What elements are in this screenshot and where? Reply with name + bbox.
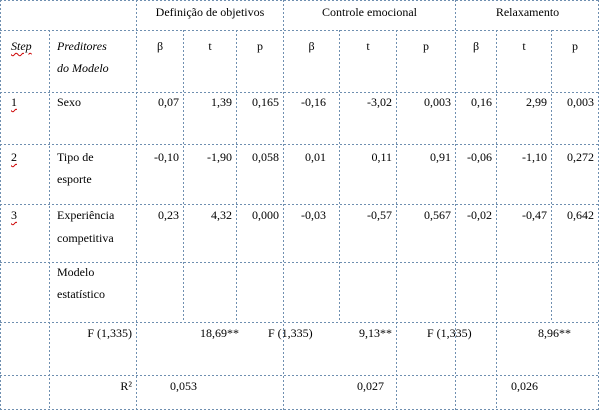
cell-p-3: 0,003 <box>567 95 594 109</box>
header-controle-emocional: Controle emocional <box>322 5 417 19</box>
header-beta-3: β <box>472 39 480 53</box>
row-step: 1 <box>11 95 17 109</box>
header-t-2: t <box>366 39 370 53</box>
cell-t-1: 4,32 <box>211 208 232 222</box>
f-label-3: F (1,335) <box>427 326 472 340</box>
header-step: Step <box>11 39 32 53</box>
header-preditores-line1: Preditores <box>57 39 107 53</box>
row-step: 3 <box>11 208 17 222</box>
row-label-line1: Tipo de <box>57 150 94 164</box>
cell-p-1: 0,000 <box>252 208 279 222</box>
cell-t-2: -0,57 <box>367 208 392 222</box>
f-value-3: 8,96** <box>538 326 571 340</box>
cell-p-3: 0,272 <box>567 150 594 164</box>
f-value-2: 9,13** <box>359 326 392 340</box>
cell-beta-3: 0,16 <box>471 95 492 109</box>
row-label-line2: esporte <box>57 172 92 186</box>
r2-value-2: 0,027 <box>357 379 384 393</box>
cell-t-1: 1,39 <box>211 95 232 109</box>
cell-beta-1: -0,10 <box>154 150 179 164</box>
header-beta-2: β <box>308 39 315 53</box>
model-label-line2: estatístico <box>57 287 105 301</box>
cell-p-2: 0,91 <box>430 150 451 164</box>
cell-beta-1: 0,07 <box>158 95 179 109</box>
model-label-line1: Modelo <box>57 265 95 279</box>
header-preditores-line2: do Modelo <box>57 61 109 75</box>
row-label-line1: Experiência <box>57 208 115 222</box>
cell-t-3: -1,10 <box>522 150 547 164</box>
f-label-2: F (1,335) <box>268 326 313 340</box>
header-p-1: p <box>257 39 263 53</box>
cell-p-1: 0,058 <box>252 150 279 164</box>
row-step: 2 <box>11 150 17 164</box>
header-t-3: t <box>522 39 526 53</box>
header-definicao-objetivos: Definição de objetivos <box>155 5 265 19</box>
header-beta-1: β <box>156 39 164 53</box>
cell-t-3: -0,47 <box>522 208 547 222</box>
f-label-1: F (1,335) <box>87 326 132 340</box>
cell-p-2: 0,003 <box>424 95 451 109</box>
header-t-1: t <box>208 39 212 53</box>
f-value-1: 18,69** <box>200 326 239 340</box>
cell-t-1: -1,90 <box>207 150 232 164</box>
r2-value-3: 0,026 <box>511 379 538 393</box>
cell-t-3: 2,99 <box>526 95 547 109</box>
cell-t-2: 0,11 <box>371 150 392 164</box>
cell-beta-3: -0,06 <box>467 150 492 164</box>
cell-p-3: 0,642 <box>567 208 594 222</box>
r2-label: R² <box>120 379 132 393</box>
cell-t-2: -3,02 <box>367 95 392 109</box>
header-p-2: p <box>423 39 429 53</box>
cell-beta-2: -0,16 <box>301 95 326 109</box>
cell-p-1: 0,165 <box>252 95 279 109</box>
cell-beta-2: -0,03 <box>301 208 326 222</box>
row-label-line2: competitiva <box>57 231 114 245</box>
r2-value-1: 0,053 <box>170 379 197 393</box>
header-relaxamento: Relaxamento <box>495 5 560 19</box>
cell-beta-2: 0,01 <box>305 150 326 164</box>
cell-p-2: 0,567 <box>424 208 451 222</box>
header-p-3: p <box>572 39 578 53</box>
cell-beta-1: 0,23 <box>158 208 179 222</box>
cell-beta-3: -0,02 <box>467 208 492 222</box>
row-label: Sexo <box>57 95 81 109</box>
